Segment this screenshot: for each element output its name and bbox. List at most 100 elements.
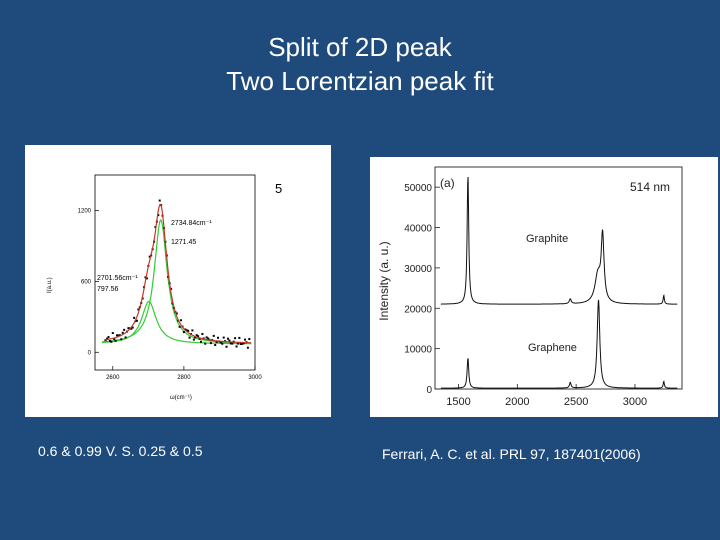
data-point: [241, 342, 244, 345]
data-point: [175, 312, 178, 315]
data-point: [144, 276, 147, 279]
data-point: [157, 214, 160, 217]
data-point: [133, 316, 136, 319]
data-point: [229, 342, 232, 345]
data-point: [201, 333, 204, 336]
data-point: [191, 329, 194, 332]
data-point: [197, 335, 200, 338]
data-point: [244, 338, 247, 341]
y-tick-label: 0: [88, 350, 92, 356]
data-point: [120, 338, 123, 341]
data-point: [124, 336, 127, 339]
data-point: [234, 337, 237, 340]
data-point: [235, 345, 238, 348]
data-point: [212, 334, 215, 337]
y-tick-label: 40000: [404, 224, 432, 235]
plot-frame: [434, 166, 683, 390]
data-point: [226, 337, 229, 340]
fit-sum-curve: [103, 203, 252, 344]
data-point: [219, 341, 222, 344]
data-point: [107, 336, 110, 339]
data-point: [131, 326, 134, 329]
slide-title-line2: Two Lorentzian peak fit: [226, 66, 494, 96]
data-point: [204, 342, 207, 345]
data-point: [108, 340, 111, 343]
data-point: [182, 331, 185, 334]
peak2-position-label: 2734.84cm⁻¹: [171, 220, 212, 227]
data-point: [238, 336, 241, 339]
left-caption: 0.6 & 0.99 V. S. 0.25 & 0.5: [38, 443, 203, 459]
x-tick-label: 3000: [623, 396, 647, 408]
data-point: [225, 345, 228, 348]
data-point: [106, 337, 109, 340]
y-tick-label: 50000: [404, 183, 432, 194]
data-point: [246, 346, 249, 349]
slide-title-line1: Split of 2D peak: [268, 32, 452, 62]
data-point: [171, 302, 174, 305]
fit-component-peak1: [102, 300, 252, 345]
right-chart-panel: 1500 2000 2500 3000 0 10000 20000 30000 40000 500…: [370, 157, 718, 417]
peak1-position-label: 2701.56cm⁻¹: [97, 275, 138, 282]
data-point: [217, 336, 220, 339]
data-point: [113, 338, 116, 341]
data-point: [214, 343, 217, 346]
data-point: [148, 255, 151, 258]
data-point: [180, 319, 183, 322]
lorentzian-fit-chart: 2600 2800 3000 0 600 1200 5 2734.84cm⁻¹ 1271.…: [47, 174, 282, 401]
data-point: [117, 334, 120, 337]
data-point: [228, 339, 231, 342]
data-point: [185, 329, 188, 332]
data-point: [205, 336, 208, 339]
data-point: [192, 338, 195, 341]
data-point: [215, 340, 218, 343]
data-point: [127, 327, 130, 330]
data-point: [118, 334, 121, 337]
right-caption: Ferrari, A. C. et al. PRL 97, 187401(200…: [382, 446, 641, 462]
left-chart-panel: 2600 2800 3000 0 600 1200 5 2734.84cm⁻¹ 1271.…: [25, 145, 331, 417]
y-tick-label: 600: [81, 279, 92, 285]
data-point: [116, 334, 119, 337]
data-point: [236, 342, 239, 345]
data-point: [231, 342, 234, 345]
raman-spectrum-chart: 1500 2000 2500 3000010000200003000040000500…: [377, 166, 683, 408]
peak1-area-label: 797.56: [97, 286, 119, 293]
x-tick-label: 2000: [505, 396, 529, 408]
panel-label: 5: [275, 181, 282, 196]
data-point: [158, 199, 161, 202]
peak2-area-label: 1271.45: [171, 239, 196, 246]
data-point: [194, 336, 197, 339]
data-point: [135, 319, 138, 322]
series-label-graphite: Graphite: [526, 233, 568, 245]
data-point: [170, 287, 173, 290]
data-point: [123, 328, 126, 331]
x-tick-label: 2800: [177, 375, 191, 381]
data-point: [114, 339, 117, 342]
data-point: [221, 342, 224, 345]
data-point: [178, 325, 181, 328]
y-tick-label: 10000: [404, 345, 432, 356]
data-point: [110, 340, 113, 343]
x-tick-label: 3000: [248, 375, 262, 381]
y-tick-label: 1200: [78, 208, 92, 214]
x-axis-label: ω(cm⁻¹): [170, 395, 192, 401]
spectrum-line-graphene: [440, 299, 678, 389]
y-tick-label: 20000: [404, 304, 432, 315]
panel-label: (a): [440, 176, 455, 190]
data-point: [209, 342, 212, 345]
data-point: [145, 277, 148, 280]
data-point: [198, 337, 201, 340]
y-tick-label: 0: [426, 385, 432, 396]
series-label-graphene: Graphene: [528, 342, 577, 354]
data-point: [195, 334, 198, 337]
plot-frame: [94, 174, 256, 371]
data-point: [248, 338, 251, 341]
data-point: [239, 343, 242, 346]
x-tick-label: 2600: [106, 375, 120, 381]
data-point: [222, 336, 225, 339]
data-point: [130, 327, 133, 330]
y-tick-label: 30000: [404, 264, 432, 275]
y-axis-label: Intensity (a. u.): [377, 241, 391, 320]
data-point: [242, 342, 245, 345]
x-tick-label: 2500: [564, 396, 588, 408]
x-tick-label: 1500: [446, 396, 470, 408]
